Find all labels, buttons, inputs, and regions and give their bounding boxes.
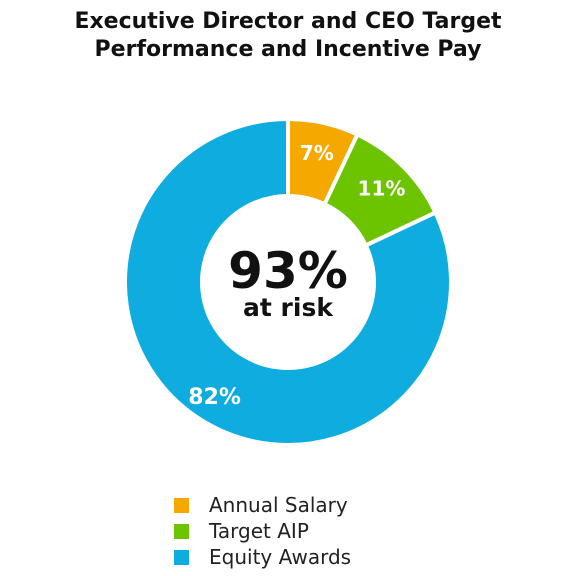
legend-swatch <box>174 497 189 513</box>
slice-equity-awards <box>123 116 453 447</box>
legend-label: Target AIP <box>209 519 309 543</box>
legend: Annual Salary Target AIP Equity Awards <box>174 492 351 570</box>
legend-swatch <box>174 523 189 539</box>
slice-labels: 7% 11% 82% <box>188 141 405 410</box>
slice-label-annual-salary: 7% <box>300 141 334 165</box>
chart-title-line-1: Executive Director and CEO Target <box>74 9 502 34</box>
legend-item-target-aip: Target AIP <box>174 518 351 544</box>
legend-item-annual-salary: Annual Salary <box>174 492 351 518</box>
center-caption: at risk <box>243 293 334 322</box>
legend-item-equity-awards: Equity Awards <box>174 544 351 570</box>
slice-label-equity-awards: 82% <box>188 385 241 410</box>
center-value: 93% <box>228 242 348 300</box>
legend-label: Equity Awards <box>209 545 352 569</box>
legend-label: Annual Salary <box>209 493 348 517</box>
slice-label-target-aip: 11% <box>358 177 406 201</box>
legend-swatch <box>174 549 189 565</box>
donut-slices <box>123 116 453 447</box>
chart-title-line-2: Performance and Incentive Pay <box>94 37 482 62</box>
chart-title: Executive Director and CEO Target Perfor… <box>0 8 576 64</box>
